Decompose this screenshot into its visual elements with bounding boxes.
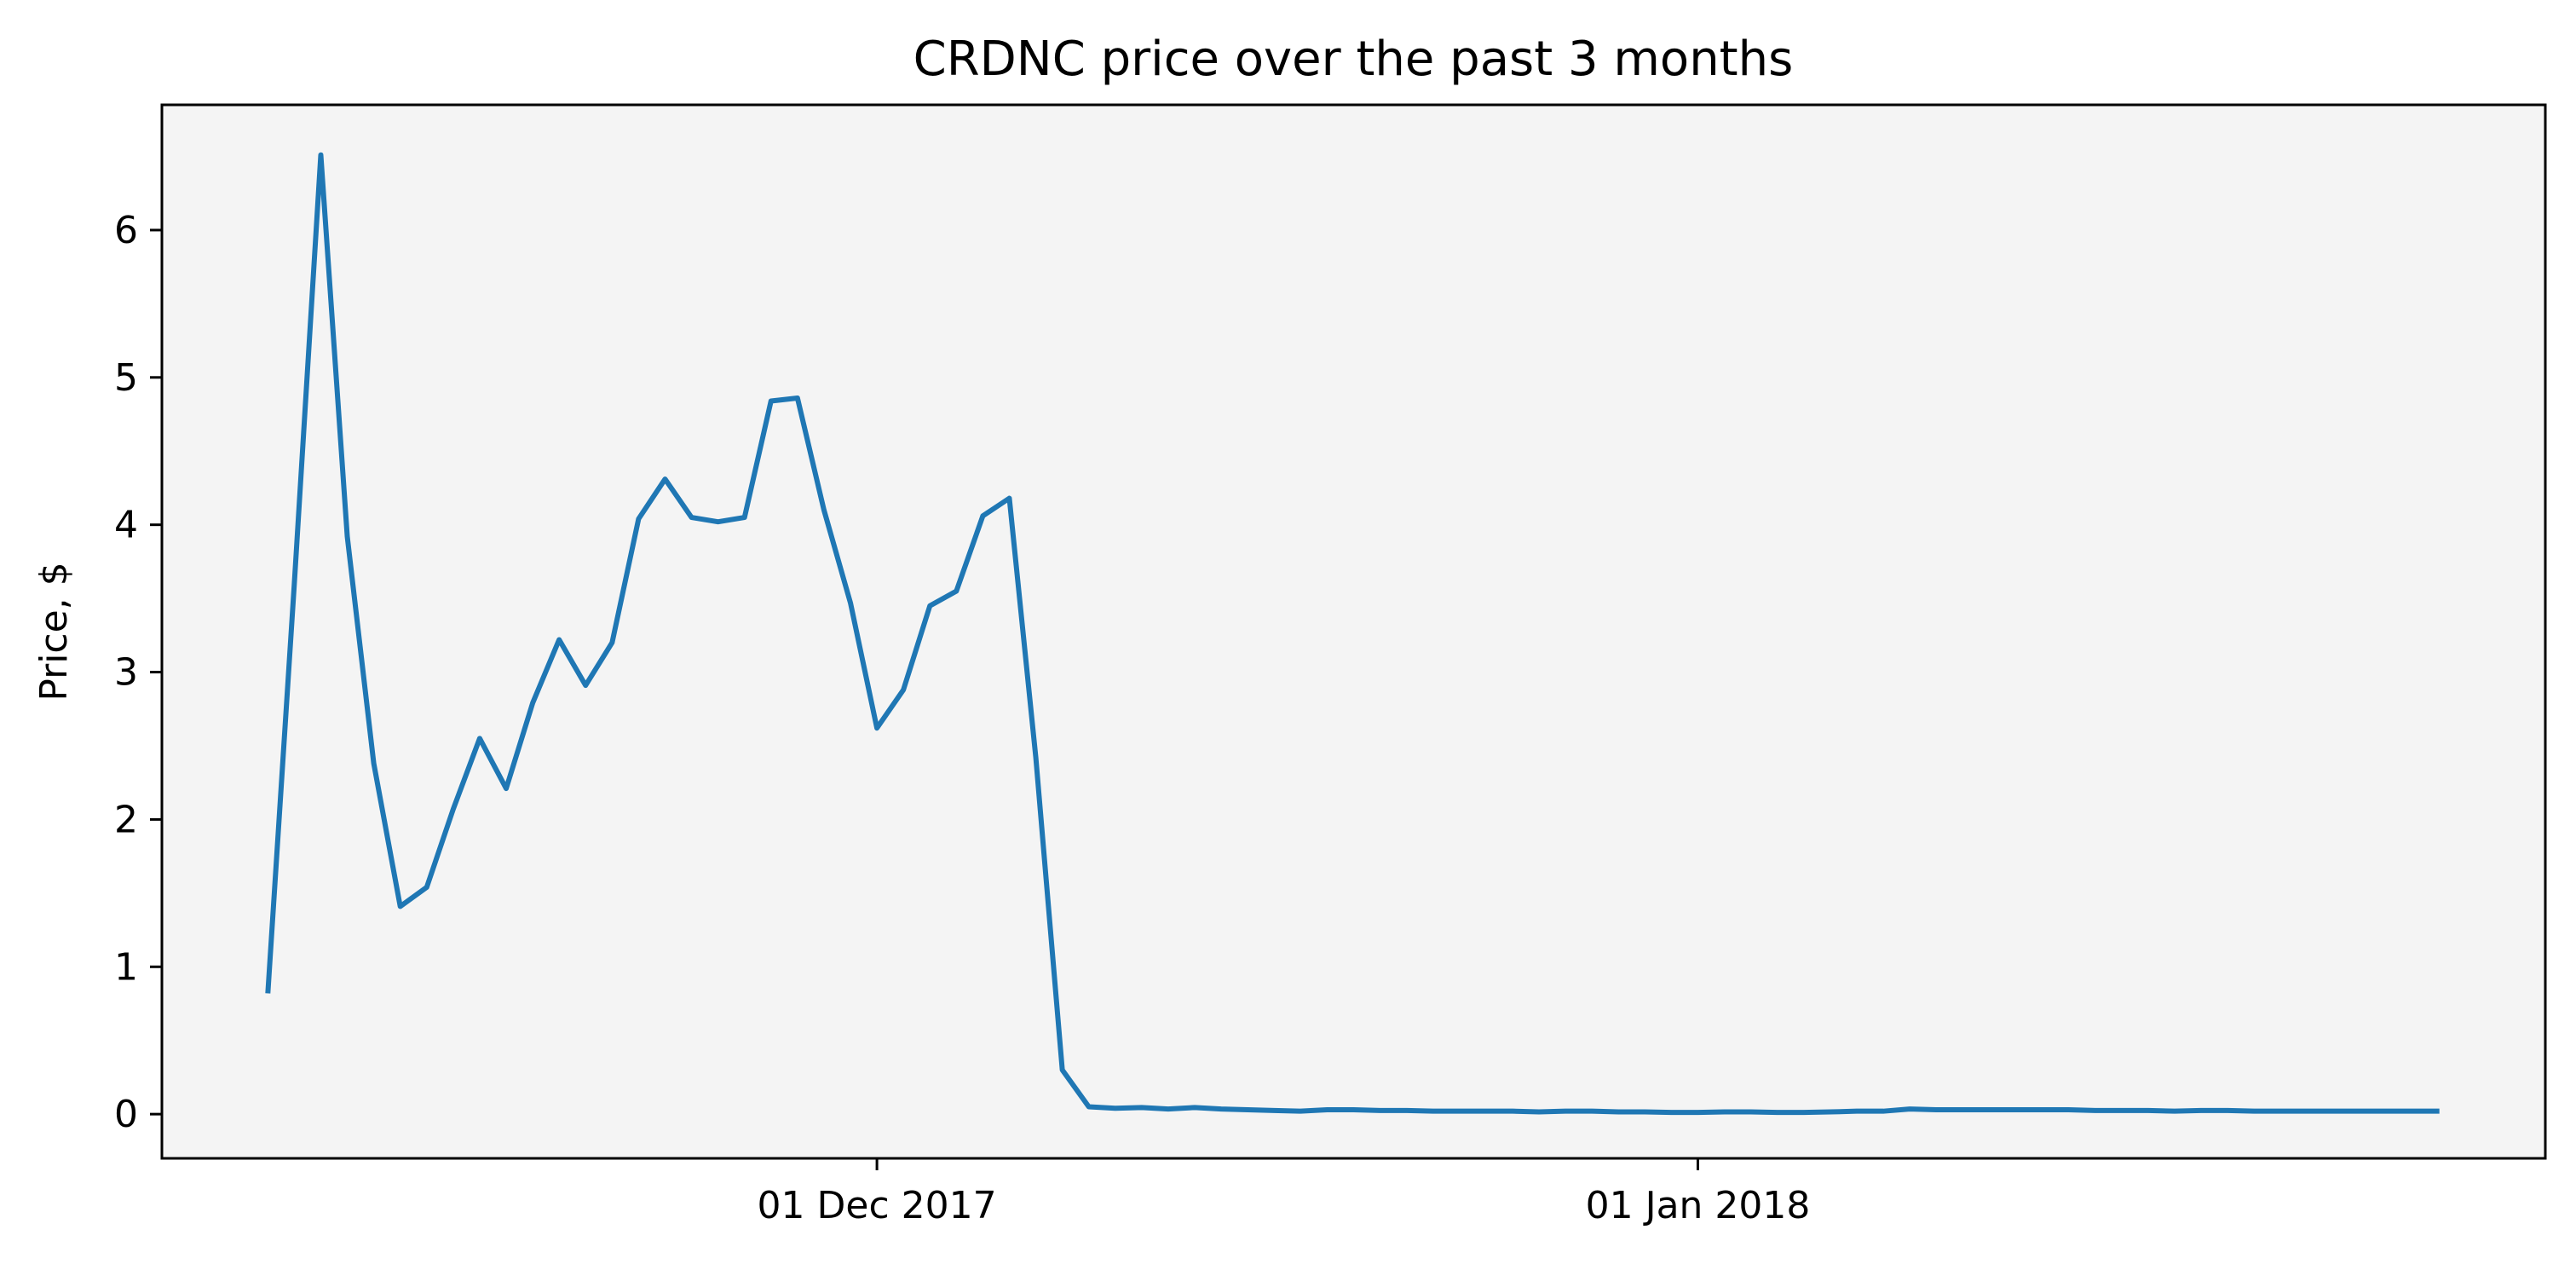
y-axis-label: Price, $ bbox=[32, 562, 76, 701]
y-tick-label: 5 bbox=[114, 356, 138, 400]
x-tick-label: 01 Dec 2017 bbox=[758, 1184, 997, 1227]
y-tick-label: 6 bbox=[114, 209, 138, 252]
series-line bbox=[265, 152, 2440, 1116]
chart-title: CRDNC price over the past 3 months bbox=[913, 32, 1794, 87]
y-tick-label: 3 bbox=[114, 651, 138, 695]
x-axis-ticks: 01 Dec 2017 01 Jan 2018 bbox=[758, 1158, 1811, 1227]
axes-frame bbox=[160, 103, 2547, 1160]
plot-area bbox=[162, 105, 2545, 1158]
y-tick-label: 4 bbox=[114, 504, 138, 547]
x-tick-label: 01 Jan 2018 bbox=[1586, 1184, 1811, 1227]
y-axis-ticks: 0 1 2 3 4 5 6 bbox=[114, 209, 162, 1136]
y-tick-label: 0 bbox=[114, 1093, 138, 1136]
y-tick-label: 1 bbox=[114, 945, 138, 989]
y-tick-label: 2 bbox=[114, 798, 138, 841]
